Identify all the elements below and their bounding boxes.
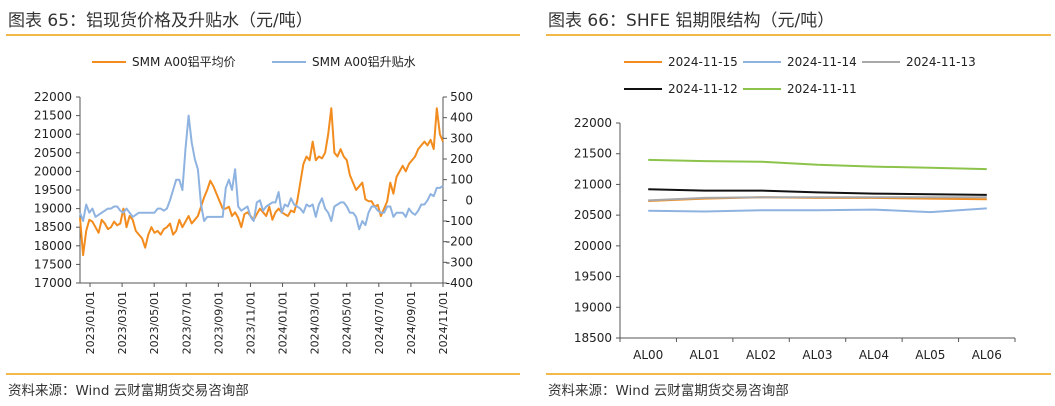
series-line-3 bbox=[648, 188, 987, 196]
y-left-tick-label: 18500 bbox=[34, 220, 72, 234]
y-tick-label: 22000 bbox=[574, 116, 612, 130]
y-left-tick-label: 17000 bbox=[34, 276, 72, 290]
y-right-tick-label: 300 bbox=[450, 131, 473, 145]
x-tick-label: AL02 bbox=[746, 348, 776, 362]
y-right-tick-label: 400 bbox=[450, 111, 473, 125]
series-line-4 bbox=[648, 158, 987, 171]
chart-right-svg: 2024-11-15 2024-11-14 2024-11-13 2024-11-12… bbox=[574, 55, 1016, 362]
y-left-tick-label: 19000 bbox=[34, 202, 72, 216]
y-right-tick-label: -100 bbox=[446, 214, 473, 228]
x-tick-label: 2024/07/01 bbox=[373, 291, 386, 354]
y-tick-label: 21500 bbox=[574, 147, 612, 161]
source-rule bbox=[546, 373, 1051, 375]
x-tick-label: 2024/05/01 bbox=[341, 291, 354, 354]
y-right-tick-label: 200 bbox=[450, 152, 473, 166]
legend-label-0: 2024-11-15 bbox=[668, 55, 738, 69]
x-tick-label: AL01 bbox=[690, 348, 720, 362]
y-tick-label: 18500 bbox=[574, 331, 612, 345]
y-right-tick-label: -200 bbox=[446, 235, 473, 249]
y-right-tick-label: -400 bbox=[446, 276, 473, 290]
title-rule bbox=[6, 34, 520, 36]
series-line-0 bbox=[79, 107, 444, 257]
chart-title: 图表 65：铝现货价格及升贴水（元/吨） bbox=[8, 11, 313, 31]
y-tick-label: 20500 bbox=[574, 208, 612, 222]
title-rule bbox=[546, 34, 1051, 36]
legend-label-3: 2024-11-12 bbox=[668, 82, 738, 96]
series-line-1 bbox=[79, 114, 444, 231]
y-left-tick-label: 21500 bbox=[34, 109, 72, 123]
x-tick-label: AL05 bbox=[915, 348, 945, 362]
y-left-tick-label: 17500 bbox=[34, 257, 72, 271]
y-left-tick-label: 18000 bbox=[34, 239, 72, 253]
legend-label-1: 2024-11-14 bbox=[787, 55, 857, 69]
y-left-tick-label: 20500 bbox=[34, 146, 72, 160]
x-tick-label: 2023/01/01 bbox=[84, 291, 97, 354]
y-tick-label: 21000 bbox=[574, 177, 612, 191]
y-tick-label: 19000 bbox=[574, 300, 612, 314]
series-line-1 bbox=[648, 207, 987, 214]
panel-aluminum-spot: 图表 65：铝现货价格及升贴水（元/吨） SMM A00铝平均价 SMM A00铝… bbox=[0, 0, 524, 406]
source-rule bbox=[6, 373, 520, 375]
x-tick-label: 2023/03/01 bbox=[116, 291, 129, 354]
legend-label-1: SMM A00铝升贴水 bbox=[312, 54, 416, 69]
x-tick-label: AL03 bbox=[802, 348, 832, 362]
x-tick-label: 2024/03/01 bbox=[309, 291, 322, 354]
y-left-tick-label: 21000 bbox=[34, 127, 72, 141]
x-tick-label: 2024/01/01 bbox=[277, 291, 290, 354]
x-tick-label: AL00 bbox=[633, 348, 663, 362]
y-left-tick-label: 20000 bbox=[34, 164, 72, 178]
x-tick-label: 2023/09/01 bbox=[212, 291, 225, 354]
y-right-tick-label: -300 bbox=[446, 255, 473, 269]
x-tick-label: 2024/11/01 bbox=[437, 291, 450, 354]
x-tick-label: 2023/05/01 bbox=[148, 291, 161, 354]
y-right-tick-label: 100 bbox=[450, 173, 473, 187]
source-note: 资料来源：Wind 云财富期货交易咨询部 bbox=[8, 383, 249, 399]
legend-label-4: 2024-11-11 bbox=[787, 82, 857, 96]
y-right-tick-label: 500 bbox=[450, 90, 473, 104]
x-tick-label: AL06 bbox=[972, 348, 1002, 362]
series-line-2 bbox=[648, 196, 987, 202]
chart-title: 图表 66：SHFE 铝期限结构（元/吨） bbox=[548, 11, 835, 31]
chart-left-svg: SMM A00铝平均价 SMM A00铝升贴水 17000 17500 18000 185… bbox=[34, 54, 473, 354]
legend-label-2: 2024-11-13 bbox=[906, 55, 976, 69]
legend-label-0: SMM A00铝平均价 bbox=[132, 54, 236, 69]
x-tick-label: 2024/09/01 bbox=[405, 291, 418, 354]
x-tick-label: AL04 bbox=[859, 348, 889, 362]
y-left-tick-label: 19500 bbox=[34, 183, 72, 197]
x-tick-label: 2023/11/01 bbox=[244, 291, 257, 354]
y-left-tick-label: 22000 bbox=[34, 90, 72, 104]
panel-shfe-term: 图表 66：SHFE 铝期限结构（元/吨） 2024-11-15 2024-11-… bbox=[540, 0, 1055, 406]
y-tick-label: 19500 bbox=[574, 270, 612, 284]
x-tick-label: 2023/07/01 bbox=[180, 291, 193, 354]
source-note: 资料来源：Wind 云财富期货交易咨询部 bbox=[548, 383, 789, 399]
y-right-tick-label: 0 bbox=[465, 193, 473, 207]
y-tick-label: 20000 bbox=[574, 239, 612, 253]
